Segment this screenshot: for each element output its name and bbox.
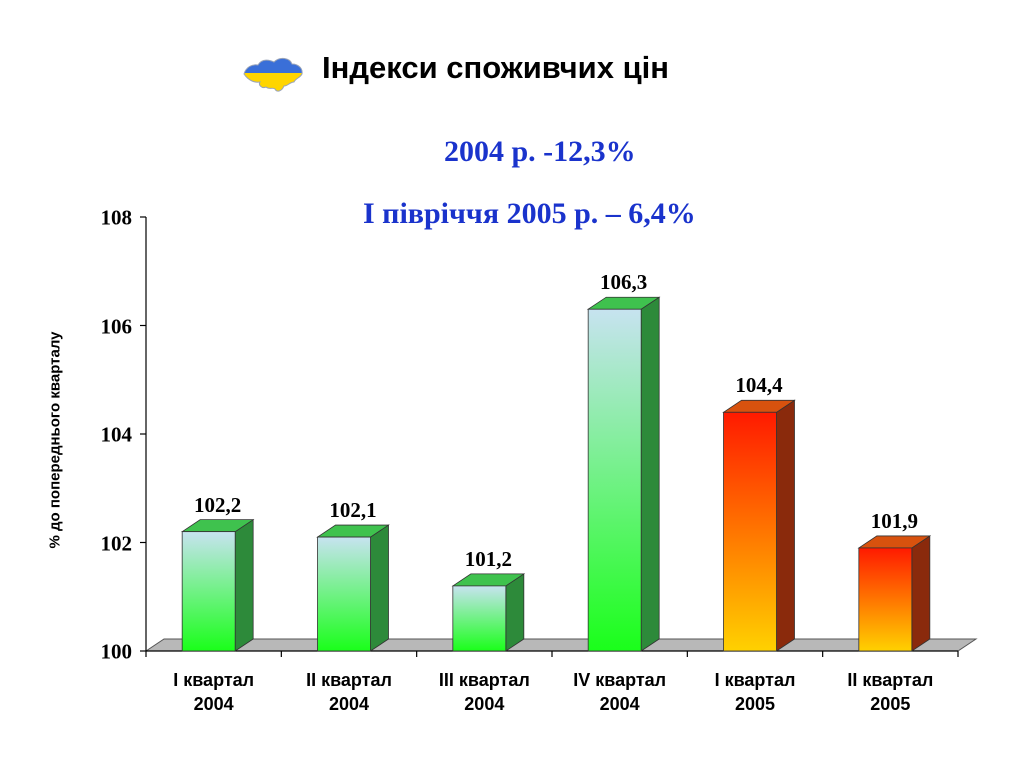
chart-subtitle-2005: І півріччя 2005 р. – 6,4% xyxy=(363,197,696,230)
bar-value-label: 102,2 xyxy=(194,492,242,517)
bar-side-face xyxy=(776,399,795,652)
bar-value-label: 102,1 xyxy=(329,498,377,523)
bar-front-face xyxy=(723,411,777,652)
chart-subtitle-2004: 2004 р. -12,3% xyxy=(444,135,636,168)
bar-value-label: 106,3 xyxy=(600,270,648,295)
page-title: Індекси споживчих цін xyxy=(322,50,669,85)
bar-front-face xyxy=(858,547,913,652)
x-tick-label: III квартал 2004 xyxy=(438,670,530,714)
x-tick-label: II квартал 2005 xyxy=(847,670,934,714)
y-tick-label: 106 xyxy=(100,314,133,338)
bar-front-face xyxy=(452,585,507,652)
ukraine-map-icon xyxy=(243,57,303,92)
bar-side-face xyxy=(911,535,931,652)
bar-front-face xyxy=(181,531,236,652)
x-tick-label: II квартал 2004 xyxy=(306,670,392,714)
bar-side-face xyxy=(505,573,525,652)
bar-value-label: 101,2 xyxy=(464,546,512,571)
bar-side-face xyxy=(640,296,660,652)
y-tick-label: 102 xyxy=(100,531,133,555)
bar-side-face xyxy=(370,524,389,652)
y-axis-title: % до попереднього кварталу xyxy=(46,331,64,549)
x-tick-label: I квартал 2005 xyxy=(714,670,796,714)
y-tick-label: 100 xyxy=(100,639,133,664)
bar-front-face xyxy=(317,536,371,652)
bar-value-label: 104,4 xyxy=(735,373,783,398)
y-tick-label: 104 xyxy=(100,422,133,447)
x-tick-label: I квартал 2004 xyxy=(173,670,255,714)
bar-side-face xyxy=(234,518,254,652)
bar-value-label: 101,9 xyxy=(870,508,918,533)
x-tick-label: IV квартал 2004 xyxy=(573,670,667,714)
bar-front-face xyxy=(587,308,642,652)
y-tick-label: 108 xyxy=(100,205,133,230)
chart-floor xyxy=(144,638,978,652)
